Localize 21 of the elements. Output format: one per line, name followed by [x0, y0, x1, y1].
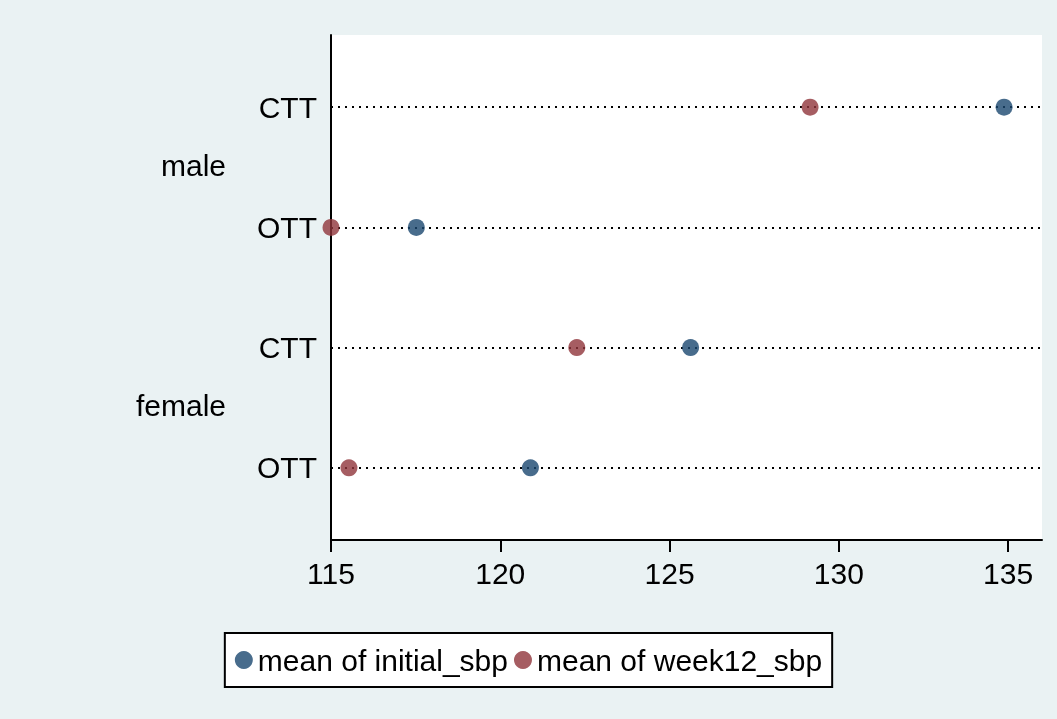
point [521, 459, 539, 477]
point [801, 98, 819, 116]
legend-label: mean of week12_sbp [536, 643, 823, 677]
text: male [160, 148, 226, 182]
x-tick-label: 125 [644, 556, 695, 590]
point [682, 339, 700, 357]
y-tick-label: CTT [258, 90, 317, 124]
y-tick-label: CTT [258, 331, 317, 365]
point [995, 98, 1013, 116]
point [568, 339, 586, 357]
legend-label: mean of initial_sbp [257, 643, 508, 677]
point [322, 218, 340, 236]
x-tick-label: 130 [813, 556, 864, 590]
x-tick-label: 135 [983, 556, 1034, 590]
point [340, 459, 358, 477]
point [407, 218, 425, 236]
x-tick-label: 115 [307, 556, 355, 590]
x-tick-label: 120 [475, 556, 526, 590]
text: female [135, 389, 226, 423]
y-tick-label: OTT [257, 451, 317, 485]
y-tick-label: OTT [257, 210, 317, 244]
